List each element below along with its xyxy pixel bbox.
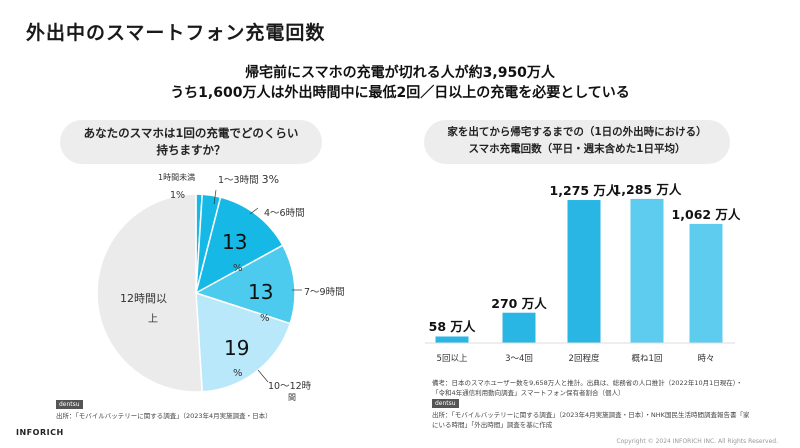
left-source: 出所：「モバイルバッテリーに関する調査」（2023年4月実施調査・日本） [56,412,272,420]
page-title: 外出中のスマートフォン充電回数 [26,22,326,44]
right-source: 出所：「モバイルバッテリーに関する調査」（2023年4月実施調査・日本）・NHK… [432,410,749,430]
pie-slice-4 [195,291,292,393]
pie-label-under1: 1時間未満 [158,173,196,182]
pie-label-7-9: 7〜9時間 [304,287,345,298]
bar-category-label: 3〜4回 [505,354,533,364]
bar-value-label: 58 万人 [428,319,476,335]
right-question-box: 家を出てから帰宅するまでの（1日の外出時における） スマホ充電回数（平日・週末含… [424,120,730,164]
bar-value-label: 1,285 万人 [612,181,682,197]
bar-2 [567,200,601,343]
pie-label-over12-a: 12時間以 [120,292,167,305]
right-note-line-2: 「令和4年通信利用動向調査」スマートフォン保有者割合（個人） [432,389,625,397]
bar-category-label: 概ね1回 [631,354,663,364]
right-note-line-1: 備考：日本のスマホユーザー数を9,658万人と推計。出典は、総務省の人口推計（2… [432,379,743,387]
headline-2: うち1,600万人は外出時間中に最低2回／日以上の充電を必要としている [170,85,630,101]
pie-slice-5 [96,193,204,393]
pie-value-10-12: 19 [224,336,250,360]
bar-value-label: 1,275 万人 [549,183,619,199]
copyright: Copyright © 2024 INFORICH INC. All Right… [616,438,778,445]
bar-4 [689,223,723,343]
pie-leader-line-3 [257,369,269,383]
pie-value-7-9: 13 [248,280,274,304]
bar-1 [502,312,536,343]
left-question-line-1: あなたのスマホは1回の充電でどのくらい [83,126,299,140]
bar-category-label: 2回程度 [568,354,600,364]
headline-1: 帰宅前にスマホの充電が切れる人が約3,950万人 [245,65,555,81]
right-note: 備考：日本のスマホユーザー数を9,658万人と推計。出典は、総務省の人口推計（2… [432,378,742,398]
pie-pct-10-12: % [233,368,243,379]
pie-label-1-3: 1〜3時間 3% [218,173,280,186]
bar-value-label: 270 万人 [491,295,547,311]
right-source-line-2: にいる時間」「外出時間」調査を基に作成 [432,421,553,429]
left-question-box: あなたのスマホは1回の充電でどのくらい 持ちますか？ [60,120,322,164]
pie-leader-line-0 [213,189,217,205]
pie-label-over12-b: 上 [148,314,158,325]
bar-3 [630,198,664,343]
brand-logo: INFORICH [16,428,64,437]
pie-value-4-6: 13 [222,230,248,254]
bar-value-label: 1,062 万人 [671,206,741,222]
pie-label-10-12-a: 10〜12時 [268,381,312,392]
pie-slice-2 [194,196,284,295]
right-source-logo: dentsu [432,399,459,408]
pie-label-10-12-b: 間 [288,393,296,402]
left-question-line-2: 持ちますか？ [156,143,226,157]
right-question-line-1: 家を出てから帰宅するまでの（1日の外出時における） [447,126,707,138]
pie-label-under1-pct: 1% [170,190,186,201]
pie-pct-7-9: % [260,313,270,324]
pie-label-4-6: 4〜6時間 [264,208,305,219]
left-source-logo: dentsu [56,400,83,409]
bar-category-label: 5回以上 [436,354,468,364]
bar-category-label: 時々 [697,354,715,364]
right-question-line-2: スマホ充電回数（平日・週末含めた1日平均） [468,143,686,155]
pie-pct-4-6: % [233,263,243,274]
bar-0 [435,336,469,343]
right-source-line-1: 出所：「モバイルバッテリーに関する調査」（2023年4月実施調査・日本）・NHK… [432,411,750,419]
pie-leader-line-1 [249,207,259,215]
pie-slice-3 [194,244,296,325]
